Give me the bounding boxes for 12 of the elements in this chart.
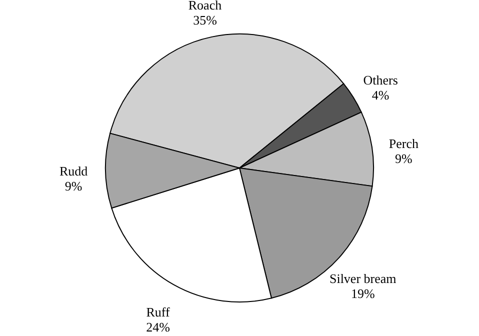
data-label: 9% bbox=[64, 178, 82, 194]
data-label: 24% bbox=[146, 320, 170, 335]
slice-label: Roach bbox=[188, 0, 222, 13]
slice-label: Others bbox=[363, 72, 398, 88]
data-label: 35% bbox=[193, 12, 218, 28]
slice-label: Perch bbox=[388, 136, 420, 151]
data-label: 9% bbox=[395, 150, 413, 166]
data-label: 19% bbox=[350, 286, 375, 302]
slice-label: Ruff bbox=[146, 304, 170, 320]
slice-label: Rudd bbox=[59, 163, 88, 178]
slice-label: Silver bream bbox=[329, 271, 396, 286]
data-label: 4% bbox=[372, 88, 390, 103]
